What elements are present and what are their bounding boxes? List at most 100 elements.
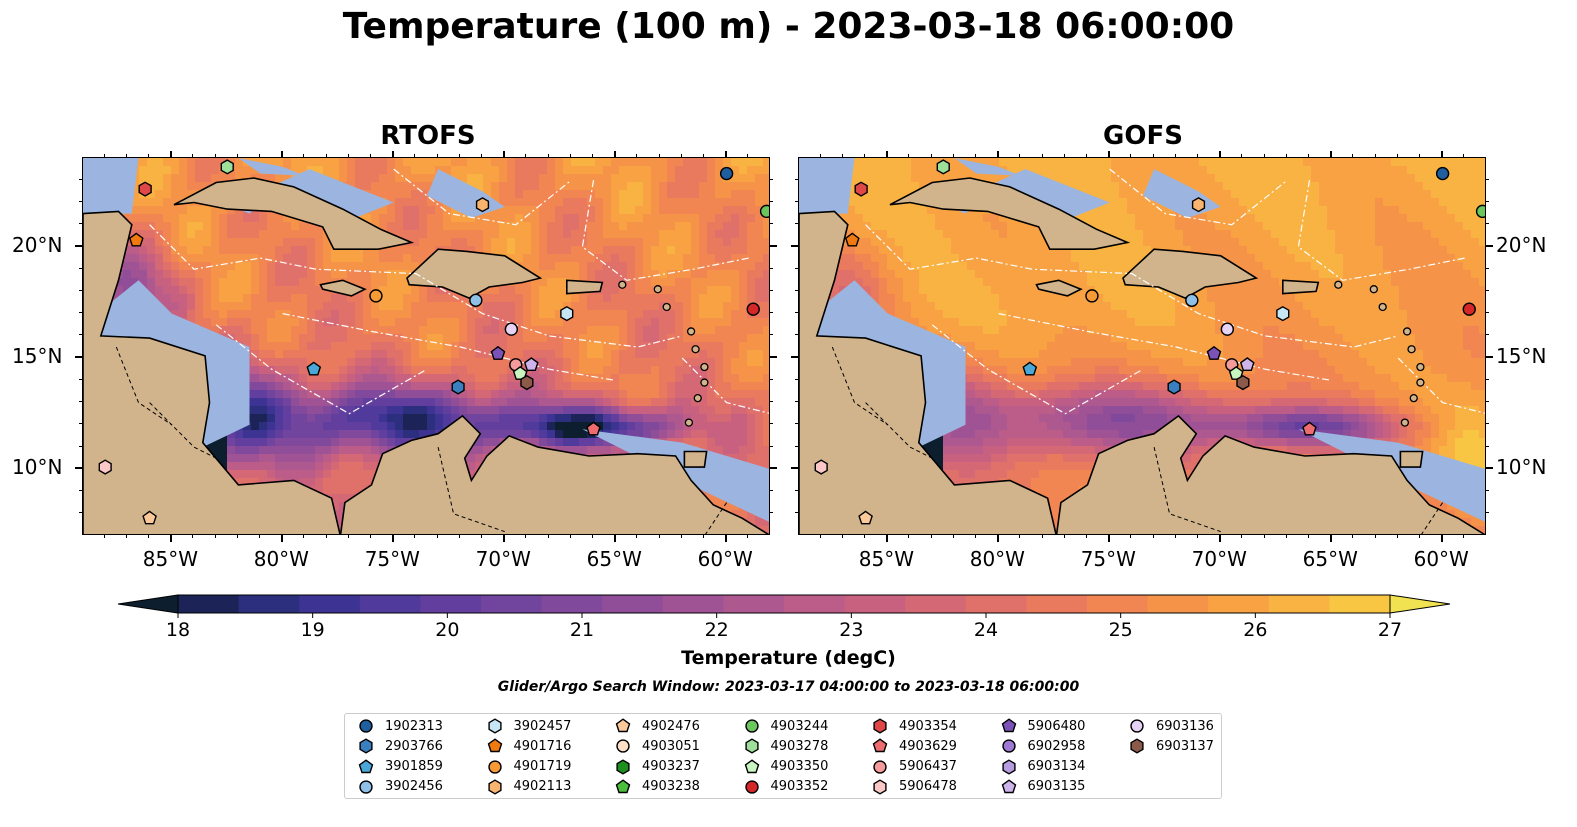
legend-entry-3902457: 3902457	[486, 717, 571, 735]
axis-tick	[795, 289, 798, 291]
axis-tick	[952, 535, 954, 538]
axis-tick	[724, 535, 727, 542]
legend-label: 4903238	[642, 779, 700, 795]
country-border	[865, 402, 933, 459]
island	[1369, 285, 1378, 294]
colorbar-segment	[965, 595, 1027, 613]
axis-tick	[725, 154, 727, 157]
float-marker-6903136	[1220, 322, 1235, 336]
colorbar-tick-label: 20	[435, 619, 460, 641]
axis-tick	[930, 154, 932, 157]
legend-symbol	[615, 718, 631, 733]
axis-tick	[503, 154, 505, 157]
legend-symbol	[744, 780, 759, 794]
country-border	[831, 346, 889, 426]
legend-marker-circle-icon	[487, 759, 502, 774]
axis-tick	[79, 445, 82, 447]
axis-tick	[908, 154, 910, 157]
axis-tick	[79, 423, 82, 425]
axis-tick	[1486, 312, 1489, 314]
float-marker-4901719	[1085, 289, 1099, 303]
axis-tick	[214, 535, 216, 538]
country-border	[437, 446, 505, 533]
axis-tick	[795, 490, 798, 492]
legend-entry-4901719: 4901719	[486, 758, 572, 776]
float-marker-4901716	[844, 232, 860, 247]
eez-boundary	[282, 313, 616, 381]
axis-tick	[770, 467, 777, 470]
axis-tick	[770, 245, 773, 247]
legend-label: 1902313	[385, 718, 443, 734]
axis-tick	[1174, 535, 1176, 538]
legend-marker-pentagon-icon	[487, 738, 502, 753]
landmass	[1035, 279, 1083, 297]
legend-label: 4901719	[513, 759, 572, 775]
legend-symbol	[616, 739, 630, 753]
axis-tick	[1307, 535, 1309, 538]
axis-tick	[770, 401, 773, 403]
lon-tick-label: 70°W	[475, 547, 531, 571]
axis-tick	[79, 490, 82, 492]
island	[1334, 280, 1343, 289]
axis-tick	[75, 244, 82, 247]
axis-tick	[414, 154, 416, 157]
landmass	[83, 210, 341, 534]
landmass	[799, 210, 1057, 534]
legend-entry-6903137: 6903137	[1128, 737, 1214, 755]
colorbar-tick-label: 24	[973, 619, 999, 641]
axis-tick	[1486, 244, 1493, 247]
legend-symbol	[615, 779, 631, 794]
float-marker-3902457	[1276, 305, 1290, 322]
axis-tick	[747, 535, 749, 538]
float-marker-4903352	[1462, 302, 1476, 316]
eez-boundary	[998, 313, 1332, 381]
landmass	[173, 177, 415, 250]
colorbar-segment	[1208, 595, 1270, 613]
legend-entry-4903629: 4903629	[871, 737, 957, 755]
legend-marker-pentagon-icon	[615, 779, 631, 794]
axis-tick	[303, 154, 305, 157]
lat-tick-label: 20°N	[12, 232, 63, 257]
axis-tick	[1486, 490, 1489, 492]
colorbar-segment	[299, 595, 361, 613]
legend-marker-circle-icon	[1130, 719, 1144, 733]
legend-symbol	[487, 759, 502, 774]
island	[684, 418, 694, 427]
axis-tick	[886, 154, 888, 157]
axis-tick	[1063, 535, 1065, 538]
axis-tick	[770, 244, 777, 247]
axis-tick	[770, 356, 777, 359]
legend-symbol	[744, 719, 759, 733]
axis-tick	[569, 535, 571, 538]
eez-boundary	[681, 357, 769, 414]
axis-tick	[1218, 535, 1221, 542]
landmass	[1122, 248, 1259, 299]
legend-entry-6902958: 6902958	[1000, 737, 1085, 755]
legend-label: 6903135	[1027, 779, 1086, 795]
panel-title-rtofs: RTOFS	[380, 121, 476, 151]
axis-tick	[79, 267, 82, 269]
legend-entry-5906437: 5906437	[871, 758, 957, 776]
axis-tick	[1441, 154, 1443, 157]
axis-tick	[997, 154, 999, 157]
axis-tick	[1330, 535, 1332, 538]
legend-label: 4903350	[770, 759, 829, 775]
legend-symbol	[359, 738, 373, 754]
axis-tick	[1418, 154, 1420, 157]
island	[662, 302, 671, 312]
axis-tick	[1329, 535, 1332, 542]
legend-label: 5906480	[1027, 718, 1086, 734]
eez-boundary	[393, 168, 572, 226]
axis-tick	[1418, 535, 1420, 538]
country-border	[115, 346, 173, 426]
lat-tick-label: 20°N	[1496, 232, 1547, 257]
legend-marker-hexagon-icon	[744, 738, 759, 754]
axis-tick	[908, 535, 910, 538]
legend-entry-4901716: 4901716	[486, 737, 571, 755]
axis-tick	[303, 535, 305, 538]
legend-marker-pentagon-icon	[1001, 779, 1016, 794]
float-marker-5906478	[814, 459, 828, 475]
axis-tick	[795, 512, 798, 514]
float-marker-6903135	[1239, 357, 1255, 372]
island	[653, 285, 662, 294]
